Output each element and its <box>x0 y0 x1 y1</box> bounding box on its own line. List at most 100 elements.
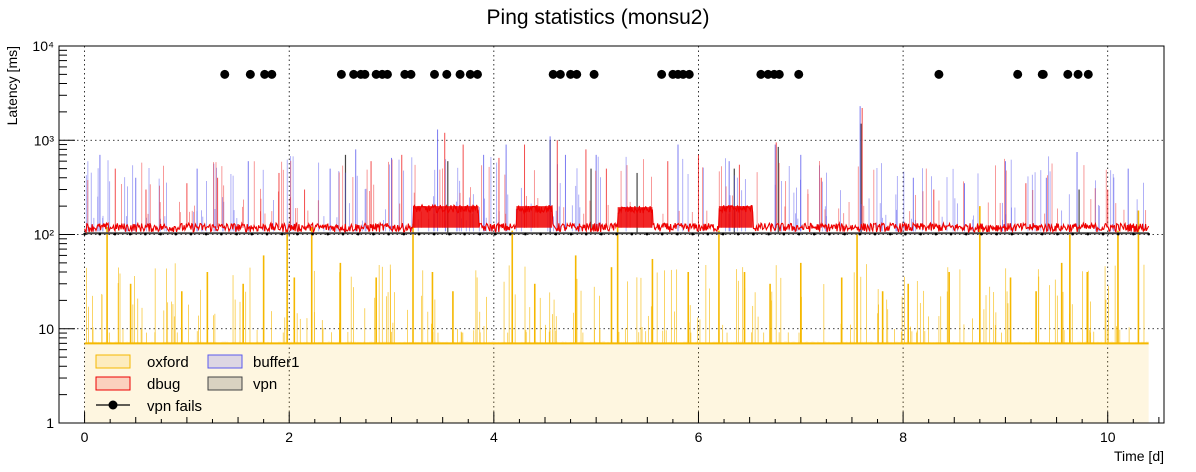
vpn-fails-baseline-point <box>691 232 694 236</box>
x-tick-label: 6 <box>695 429 703 445</box>
legend-swatch-oxford <box>95 354 131 369</box>
dbug-line <box>84 203 1150 234</box>
series-layer <box>84 106 1150 423</box>
vpn-fails-marker <box>572 69 582 79</box>
vpn-fails-baseline-point <box>721 232 725 236</box>
vpn-fails-marker <box>774 69 784 79</box>
vpn-fails-marker <box>360 69 370 79</box>
axis-ticks: 0 2 4 6 8 10 1 10 10² 10³ 10⁴ <box>32 38 1160 445</box>
vpn-fails-baseline-point <box>539 232 542 236</box>
vpn-fails-baseline-point <box>372 232 375 236</box>
y-tick-label: 10⁴ <box>32 38 54 54</box>
vpn-fails-baseline-point <box>1086 232 1090 236</box>
legend-entry-vpn-fails: vpn fails <box>96 398 202 415</box>
vpn-fails-baseline-point <box>463 232 466 236</box>
vpn-fails-baseline-point <box>782 232 786 236</box>
vpn-fails-baseline-point <box>919 232 922 236</box>
vpn-fails-baseline-point <box>128 232 132 236</box>
vpn-fails-baseline-point <box>356 232 360 236</box>
legend-swatch-buffer1 <box>207 354 243 369</box>
legend-swatch-dbug <box>95 376 131 391</box>
vpn-fails-baseline-point <box>676 232 679 236</box>
legend-entry-oxford: oxford <box>95 354 189 371</box>
vpn-fails-baseline-point <box>858 232 862 236</box>
dbug-plateau <box>718 206 753 228</box>
vpn-fails-marker <box>1038 69 1048 79</box>
legend-label-vpn: vpn <box>253 376 277 393</box>
vpn-fails-baseline-point <box>432 232 436 236</box>
vpn-fails-baseline-point <box>265 232 269 236</box>
vpn-fails-baseline-point <box>235 232 238 236</box>
vpn-fails-marker <box>465 69 475 79</box>
vpn-fails-marker <box>245 69 255 79</box>
vpn-fails-baseline-point <box>280 232 284 236</box>
vpn-fails-baseline-point <box>1147 232 1150 236</box>
oxford-area <box>84 340 1149 423</box>
vpn-fails-baseline-point <box>752 232 755 236</box>
legend-entry-dbug: dbug <box>95 376 180 393</box>
vpn-fails-baseline-point <box>584 232 588 236</box>
vpn-fails-baseline-point <box>736 232 740 236</box>
vpn-fails-baseline-point <box>904 232 907 236</box>
vpn-fails-marker <box>260 69 270 79</box>
vpn-fails-baseline-point <box>949 232 953 236</box>
x-tick-label: 2 <box>285 429 293 445</box>
vpn-fails-marker <box>455 69 465 79</box>
vpn-fails-baseline-point <box>995 232 998 236</box>
vpn-fails-baseline-point <box>448 232 451 236</box>
legend-label-vpn-fails: vpn fails <box>147 398 202 415</box>
y-tick-label: 10³ <box>34 132 55 148</box>
vpn-fails-markers <box>83 69 1150 236</box>
x-axis-label: Time [d] <box>1114 448 1164 464</box>
vpn-fails-baseline-point <box>220 232 223 236</box>
vpn-fails-baseline-point <box>189 232 193 236</box>
vpn-fails-marker <box>684 69 694 79</box>
vpn-fails-baseline-point <box>508 232 512 236</box>
vpn-fails-baseline-point <box>797 232 801 236</box>
vpn-fails-marker <box>220 69 230 79</box>
vpn-fails-marker <box>1013 69 1023 79</box>
vpn-fails-baseline-point <box>250 232 254 236</box>
vpn-fails-baseline-point <box>387 232 390 236</box>
vpn-fails-marker <box>267 69 277 79</box>
vpn-fails-marker <box>429 69 439 79</box>
vpn-fails-baseline-point <box>159 232 162 236</box>
vpn-fails-baseline-point <box>144 232 147 236</box>
vpn-fails-baseline-point <box>1071 232 1074 236</box>
vpn-fails-baseline-point <box>1116 232 1120 236</box>
vpn-fails-marker <box>555 69 565 79</box>
legend-label-oxford: oxford <box>147 354 189 371</box>
vpn-fails-baseline-point <box>706 232 710 236</box>
vpn-fails-baseline-point <box>1056 232 1059 236</box>
y-tick-label: 10 <box>38 321 54 337</box>
vpn-fails-marker <box>1083 69 1093 79</box>
vpn-fails-baseline-point <box>83 232 86 236</box>
vpn-fails-marker <box>406 69 416 79</box>
vpn-fails-baseline-point <box>873 232 877 236</box>
vpn-fails-baseline-point <box>767 232 770 236</box>
vpn-fails-baseline-point <box>980 232 983 236</box>
vpn-fails-marker <box>349 69 359 79</box>
legend-label-dbug: dbug <box>147 376 180 393</box>
vpn-fails-marker <box>756 69 766 79</box>
vpn-fails-baseline-point <box>934 232 938 236</box>
y-axis-label: Latency [ms] <box>4 46 20 125</box>
vpn-fails-baseline-point <box>630 232 634 236</box>
vpn-fails-baseline-point <box>417 232 421 236</box>
x-tick-label: 8 <box>899 429 907 445</box>
vpn-fails-marker <box>336 69 346 79</box>
x-tick-label: 10 <box>1100 429 1116 445</box>
vpn-fails-baseline-point <box>174 232 178 236</box>
vpn-fails-baseline-point <box>812 232 816 236</box>
vpn-fails-marker <box>472 69 482 79</box>
y-tick-label: 1 <box>46 415 54 431</box>
vpn-fails-baseline-point <box>660 232 664 236</box>
vpn-fails-marker <box>934 69 944 79</box>
legend-entry-buffer1: buffer1 <box>207 354 299 371</box>
y-tick-label: 10² <box>34 227 55 243</box>
vpn-fails-marker <box>589 69 599 79</box>
vpn-fails-baseline-point <box>98 232 102 236</box>
vpn-fails-baseline-point <box>964 232 968 236</box>
vpn-fails-baseline-point <box>326 232 330 236</box>
